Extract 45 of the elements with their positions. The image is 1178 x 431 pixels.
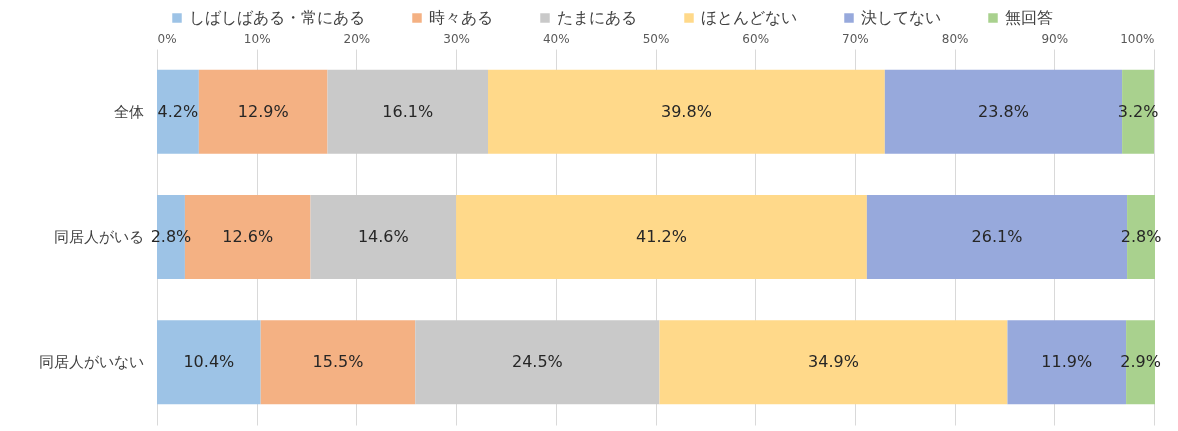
bar [310,195,457,279]
data-label: 12.6% [222,227,274,246]
data-label: 24.5% [511,352,563,372]
data-label: 2.8% [150,227,192,246]
x-tick-label: 60% [742,31,770,46]
x-tick-label: 20% [343,31,371,46]
bar [659,320,1008,405]
x-tick-label: 40% [542,31,570,46]
x-tick-label: 70% [842,31,869,46]
bar [488,69,885,154]
x-tick-label: 30% [443,31,470,46]
x-tick-label: 80% [941,31,969,46]
y-tick-label: 同居人がいる [53,228,144,246]
x-tick-label: 0% [157,31,177,46]
data-label: 11.9% [1041,352,1093,372]
legend-label: しばしばある・常にある [189,8,365,27]
bar [415,320,660,405]
x-tick-label: 100% [1120,31,1155,46]
x-tick-label: 10% [243,31,271,46]
data-label: 15.5% [312,352,364,372]
data-label: 41.2% [636,227,687,246]
data-label: 4.2% [157,101,199,121]
x-tick-label: 90% [1041,31,1069,46]
legend-label: 無回答 [1005,8,1053,27]
legend-label: ほとんどない [701,8,797,27]
legend-label: 決してない [861,8,941,27]
data-label: 16.1% [382,101,434,121]
y-tick-label: 同居人がいない [38,353,144,372]
data-label: 23.8% [978,101,1029,121]
bar [198,69,328,154]
bar [327,69,488,154]
data-label: 12.9% [237,101,289,121]
bar [157,320,261,405]
bar [456,195,867,279]
y-tick-label: 全体 [113,102,144,121]
bar [157,69,199,154]
legend-label: 時々ある [429,8,493,27]
data-label: 39.8% [660,101,712,121]
data-label: 34.9% [808,352,859,372]
legend-label: たまにある [557,8,637,27]
data-label: 10.4% [183,352,235,372]
data-label: 14.6% [357,227,409,246]
x-tick-label: 50% [642,31,670,46]
bar [260,320,416,405]
data-label: 26.1% [971,227,1023,246]
